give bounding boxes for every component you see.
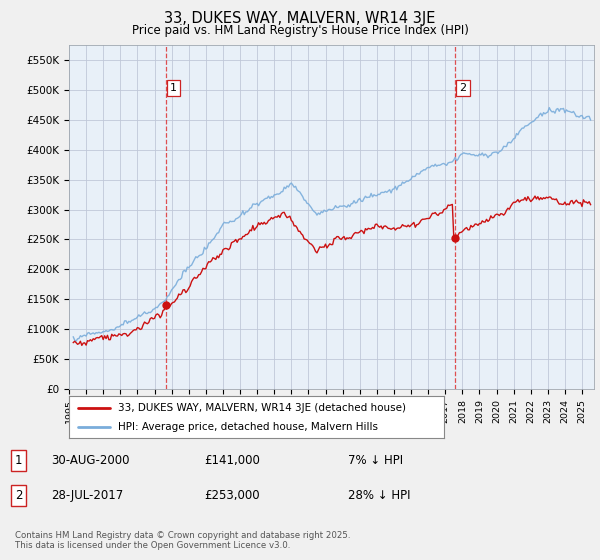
Text: 33, DUKES WAY, MALVERN, WR14 3JE (detached house): 33, DUKES WAY, MALVERN, WR14 3JE (detach…	[118, 403, 406, 413]
Text: 30-AUG-2000: 30-AUG-2000	[51, 454, 130, 467]
Text: 7% ↓ HPI: 7% ↓ HPI	[348, 454, 403, 467]
Text: 28-JUL-2017: 28-JUL-2017	[51, 489, 123, 502]
Text: £141,000: £141,000	[204, 454, 260, 467]
Text: 1: 1	[170, 83, 177, 93]
Text: Price paid vs. HM Land Registry's House Price Index (HPI): Price paid vs. HM Land Registry's House …	[131, 24, 469, 36]
Text: £253,000: £253,000	[204, 489, 260, 502]
Text: HPI: Average price, detached house, Malvern Hills: HPI: Average price, detached house, Malv…	[118, 422, 378, 432]
Text: 28% ↓ HPI: 28% ↓ HPI	[348, 489, 410, 502]
Text: Contains HM Land Registry data © Crown copyright and database right 2025.
This d: Contains HM Land Registry data © Crown c…	[15, 531, 350, 550]
Text: 2: 2	[15, 489, 23, 502]
Text: 1: 1	[15, 454, 23, 467]
Text: 33, DUKES WAY, MALVERN, WR14 3JE: 33, DUKES WAY, MALVERN, WR14 3JE	[164, 11, 436, 26]
Text: 2: 2	[459, 83, 466, 93]
